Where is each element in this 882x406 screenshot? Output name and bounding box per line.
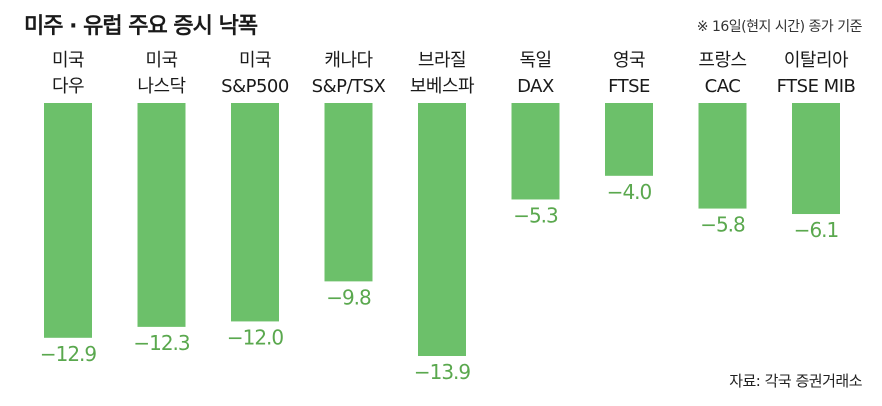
category-label-4-0: 브라질	[418, 50, 466, 71]
category-label-5-0: 독일	[519, 50, 551, 71]
value-label-4: −13.9	[414, 360, 471, 384]
basis-note: ※ 16일(현지 시간) 종가 기준	[696, 19, 863, 35]
bar-6	[605, 103, 653, 176]
value-label-7: −5.8	[700, 213, 745, 237]
value-label-5: −5.3	[513, 203, 558, 227]
value-label-6: −4.0	[607, 180, 652, 204]
bar-8	[792, 103, 840, 215]
category-label-6-0: 영국	[613, 50, 645, 71]
category-label-2-0: 미국	[239, 50, 271, 71]
category-label-8-1: FTSE MIB	[777, 76, 856, 97]
value-label-2: −12.0	[227, 325, 284, 349]
category-label-1-0: 미국	[145, 50, 177, 71]
bar-5	[511, 103, 560, 200]
category-label-3-1: S&P/TSX	[312, 76, 386, 97]
category-label-0-0: 미국	[52, 50, 84, 71]
value-label-1: −12.3	[133, 331, 190, 355]
value-label-8: −6.1	[794, 218, 839, 242]
bar-0	[44, 103, 92, 338]
category-label-1-1: 나스닥	[137, 76, 185, 97]
value-label-0: −12.9	[40, 342, 97, 366]
value-label-3: −9.8	[326, 285, 371, 309]
category-label-0-1: 다우	[52, 76, 84, 97]
bar-4	[418, 103, 466, 356]
category-label-5-1: DAX	[517, 76, 554, 97]
bar-2	[231, 103, 279, 322]
category-label-8-0: 이탈리아	[784, 50, 849, 71]
bar-1	[137, 103, 186, 327]
category-label-7-0: 프랑스	[698, 50, 746, 71]
bar-7	[698, 103, 747, 209]
source-note: 자료: 각국 증권거래소	[729, 372, 862, 390]
category-label-3-0: 캐나다	[324, 50, 373, 71]
category-label-4-1: 보베스파	[410, 76, 475, 97]
category-label-7-1: CAC	[705, 76, 741, 97]
category-label-6-1: FTSE	[608, 76, 650, 97]
bar-3	[324, 103, 373, 282]
category-label-2-1: S&P500	[221, 76, 289, 97]
chart-title: 미주 · 유럽 주요 증시 낙폭	[24, 14, 258, 39]
